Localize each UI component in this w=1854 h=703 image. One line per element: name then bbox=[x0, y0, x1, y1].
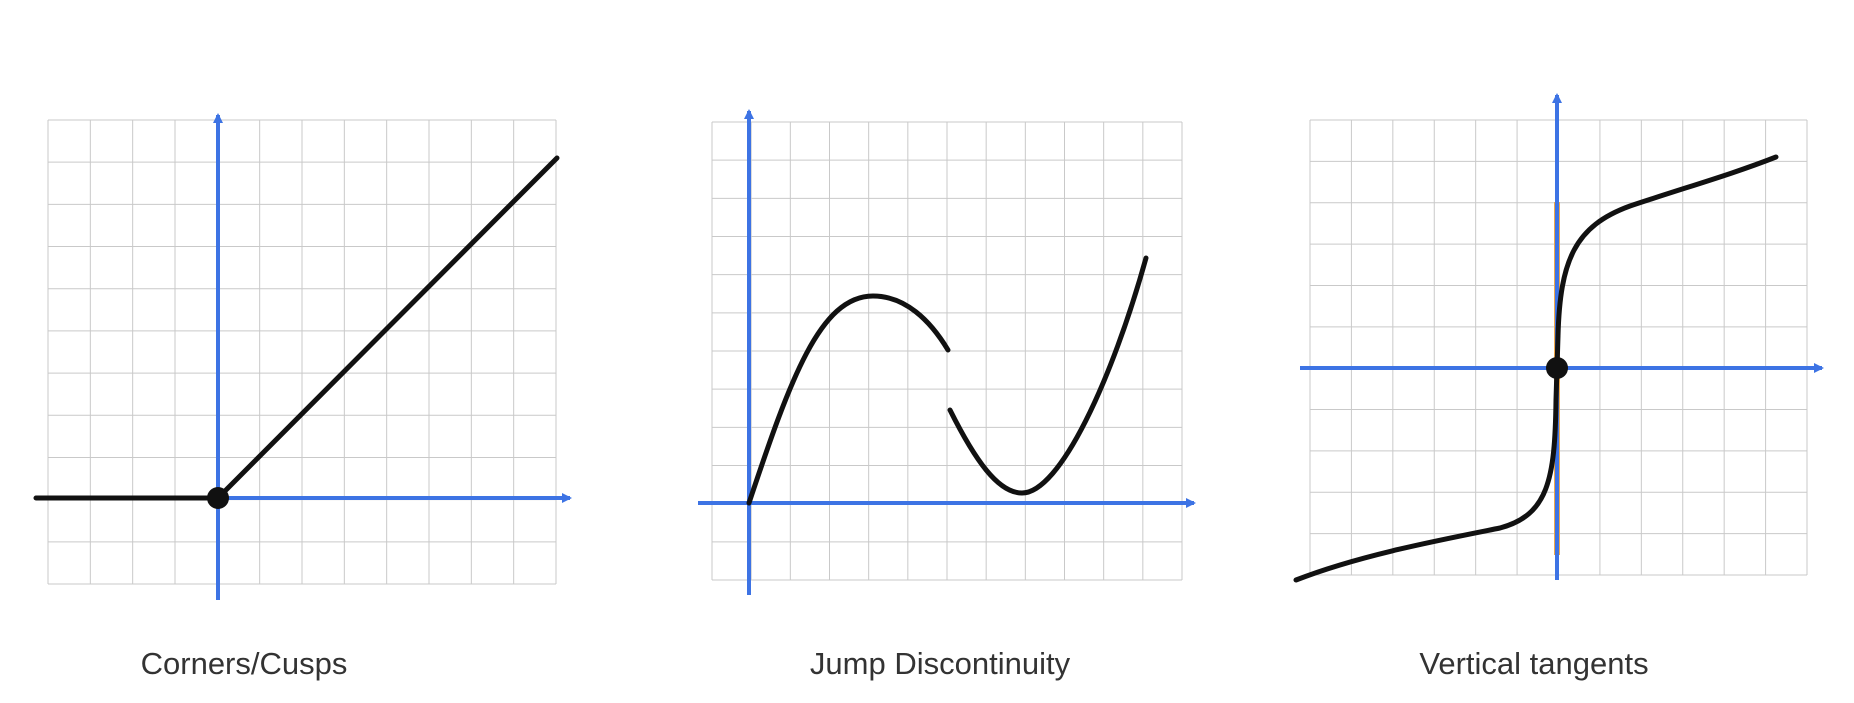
panel-jump bbox=[698, 109, 1196, 595]
caption-vertical: Vertical tangents bbox=[1419, 646, 1649, 681]
origin-point bbox=[1546, 357, 1568, 379]
caption-corners: Corners/Cusps bbox=[140, 646, 348, 681]
corner-curve bbox=[33, 155, 560, 501]
panel-vertical bbox=[1293, 93, 1824, 583]
jump-curve-left bbox=[746, 293, 951, 506]
grid-1 bbox=[47, 119, 557, 585]
panel-corners bbox=[33, 113, 572, 600]
jump-curve-right bbox=[947, 255, 1149, 496]
corner-point bbox=[207, 487, 229, 509]
caption-jump: Jump Discontinuity bbox=[809, 646, 1071, 681]
vertical-tangent-curve bbox=[1293, 154, 1779, 583]
